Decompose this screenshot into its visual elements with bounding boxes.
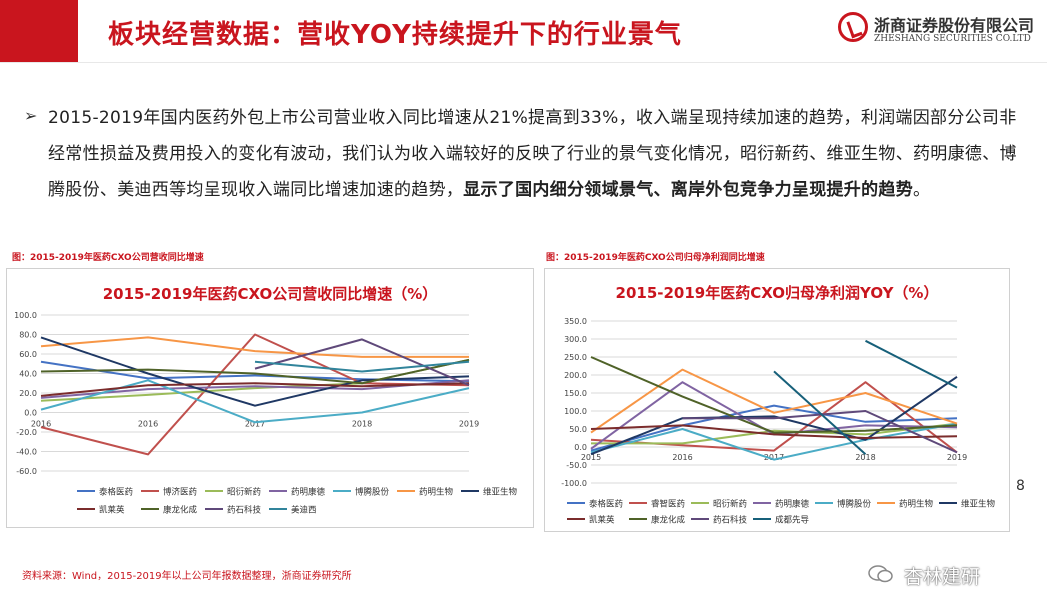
legend-label: 维亚生物	[961, 499, 996, 510]
series-line-博腾股份	[590, 422, 958, 461]
series-line-泰格医药	[590, 404, 958, 452]
legend-label: 博济医药	[163, 487, 197, 498]
x-tick-label: 2017	[245, 420, 265, 429]
series-line-美迪西	[254, 360, 470, 373]
header-divider	[0, 62, 1047, 63]
y-tick-label: -50.0	[566, 461, 587, 470]
y-tick-label: -40.0	[16, 448, 37, 457]
y-tick-label: 100.0	[14, 311, 37, 320]
bullet-paragraph: 2015-2019年国内医药外包上市公司营业收入同比增速从21%提高到33%，收…	[48, 100, 1018, 208]
bullet-arrow-icon: ➢	[24, 106, 38, 125]
legend-label: 博腾股份	[837, 499, 872, 510]
x-tick-label: 2018	[352, 420, 372, 429]
logo-icon	[838, 12, 868, 42]
series-line-维亚生物	[40, 336, 470, 407]
series-line-药明生物	[40, 336, 469, 358]
chart-revenue-svg: 2015-2019年医药CXO公司营收同比增速（%） 100.0 80.0 60.0 4…	[14, 285, 518, 516]
caption-left: 图：2015-2019年医药CXO公司营收同比增速	[12, 253, 204, 263]
y-tick-label: 60.0	[19, 350, 37, 359]
y-tick-label: -20.0	[16, 428, 37, 437]
legend-label: 药明生物	[899, 499, 934, 510]
legend-label: 药石科技	[713, 515, 748, 526]
legend-label: 昭衍新药	[227, 487, 261, 498]
legend-label: 药明康德	[775, 499, 810, 510]
legend-label: 药明康德	[291, 487, 326, 498]
series-line-成都先导2	[865, 339, 958, 389]
legend-label: 凯莱英	[589, 515, 615, 526]
legend-label: 博腾股份	[355, 487, 390, 498]
y-tick-label: -100.0	[561, 479, 587, 488]
legend-label: 成都先导	[775, 515, 810, 526]
y-tick-label: 20.0	[19, 389, 37, 398]
logo-text-cn: 浙商证券股份有限公司	[874, 16, 1035, 35]
y-tick-label: 150.0	[564, 389, 587, 398]
series-line-康龙化成	[40, 358, 470, 385]
x-tick-label: 2015	[581, 453, 601, 462]
x-tick-label: 2016	[672, 453, 692, 462]
chart-profit-svg: 2015-2019年医药CXO归母净利润YOY（%） 350.0 300.0 250.…	[561, 284, 996, 526]
x-tick-label: 2019	[947, 453, 967, 462]
y-tick-label: 100.0	[564, 407, 587, 416]
x-tick-label: 2016	[31, 420, 51, 429]
y-tick-label: 300.0	[564, 335, 587, 344]
company-logo: 浙商证券股份有限公司 ZHESHANG SECURITIES CO.LTD	[838, 10, 1038, 50]
y-tick-label: 0.0	[24, 409, 37, 418]
bullet-bold-text: 显示了国内细分领域景气、离岸外包竞争力呈现提升的趋势	[463, 180, 914, 200]
series-line-凯莱英	[590, 424, 958, 439]
series-line-成都先导	[773, 370, 867, 455]
chart-title: 2015-2019年医药CXO公司营收同比增速（%）	[103, 285, 438, 303]
chart-profit-yoy: 2015-2019年医药CXO归母净利润YOY（%） 350.0 300.0 250.…	[544, 268, 1010, 532]
bullet-end: 。	[913, 180, 931, 200]
chart-title: 2015-2019年医药CXO归母净利润YOY（%）	[616, 284, 939, 302]
series-line-博济医药	[40, 333, 470, 456]
series-line-药明生物	[590, 368, 958, 434]
y-tick-label: 350.0	[564, 317, 587, 326]
series-line-药石科技	[682, 410, 958, 454]
chart-revenue-yoy: 2015-2019年医药CXO公司营收同比增速（%） 100.0 80.0 60.0 4…	[6, 268, 534, 528]
source-note: 资料来源：Wind，2015-2019年以上公司年报数据整理，浙商证券研究所	[22, 571, 352, 582]
legend-label: 药明生物	[419, 487, 454, 498]
header-red-bar	[0, 0, 78, 62]
wechat-icon	[868, 565, 893, 583]
series-line-药石科技	[254, 338, 470, 387]
legend-label: 维亚生物	[483, 487, 518, 498]
legend-label: 泰格医药	[99, 487, 133, 498]
legend-label: 美迪西	[291, 505, 317, 516]
y-tick-label: -60.0	[16, 467, 37, 476]
watermark-text: 杏林建研	[904, 566, 981, 588]
watermark: 杏林建研	[868, 562, 1028, 588]
legend-label: 睿智医药	[651, 499, 685, 510]
y-tick-label: 250.0	[564, 353, 587, 362]
series-line-博腾股份	[40, 379, 470, 424]
y-tick-label: 40.0	[19, 370, 37, 379]
legend-label: 泰格医药	[589, 499, 623, 510]
legend-label: 昭衍新药	[713, 499, 747, 510]
bullet-text: 2015-2019年国内医药外包上市公司营业收入同比增速从21%提高到33%，收…	[48, 108, 1017, 200]
x-tick-label: 2018	[855, 453, 875, 462]
legend-label: 康龙化成	[163, 505, 198, 516]
series-line-康龙化成	[590, 356, 958, 434]
legend-label: 凯莱英	[99, 505, 125, 516]
y-tick-label: 0.0	[574, 443, 587, 452]
page-number: 8	[1016, 478, 1025, 494]
y-tick-label: 200.0	[564, 371, 587, 380]
legend-label: 药石科技	[227, 505, 262, 516]
series-line-昭衍新药	[591, 422, 958, 445]
caption-right: 图：2015-2019年医药CXO公司归母净利润同比增速	[546, 253, 765, 263]
y-tick-label: 80.0	[19, 331, 37, 340]
x-tick-label: 2016	[138, 420, 158, 429]
legend-label: 康龙化成	[651, 515, 686, 526]
x-tick-label: 2017	[764, 453, 784, 462]
y-tick-label: 50.0	[569, 425, 587, 434]
series-line-维亚生物	[590, 375, 958, 456]
x-tick-label: 2019	[459, 420, 479, 429]
page-title: 板块经营数据：营收YOY持续提升下的行业景气	[108, 20, 682, 50]
logo-text-en: ZHESHANG SECURITIES CO.LTD	[874, 34, 1031, 44]
series-line-凯莱英	[40, 382, 470, 397]
